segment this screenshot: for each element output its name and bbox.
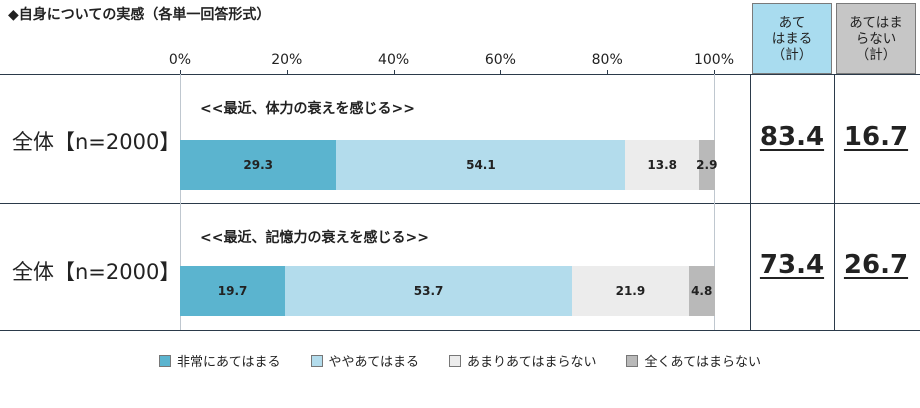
total-not-applies: 16.7	[836, 122, 916, 152]
bar-segment: 19.7	[180, 266, 286, 316]
legend-label: あまりあてはまらない	[467, 355, 597, 370]
bar-segment: 53.7	[285, 266, 572, 316]
table-bottom-rule	[0, 330, 920, 331]
legend-item: ややあてはまる	[310, 351, 419, 370]
x-tick-label: 0%	[168, 52, 192, 68]
bar-segment: 54.1	[336, 140, 626, 190]
bar-segment: 29.3	[180, 140, 337, 190]
column-header-applies-total: あて はまる （計）	[752, 3, 832, 74]
data-label: 21.9	[615, 284, 646, 298]
column-header-line: あてはま	[849, 14, 903, 31]
totals-divider	[750, 74, 751, 330]
x-tick-mark	[607, 70, 609, 74]
legend-label: 非常にあてはまる	[177, 355, 281, 370]
legend-item: 非常にあてはまる	[159, 351, 281, 370]
row-label: 全体【n=2000】	[12, 130, 181, 154]
chart-title: ◆自身についての実感（各単一回答形式）	[8, 7, 271, 23]
data-label: 19.7	[217, 284, 248, 298]
x-tick-label: 20%	[271, 52, 303, 68]
bar-segment: 2.9	[696, 140, 718, 190]
total-applies-value: 73.4	[759, 250, 825, 280]
bar-segment: 21.9	[571, 266, 689, 316]
table-top-rule	[0, 74, 920, 75]
total-applies-value: 83.4	[759, 122, 825, 152]
x-tick-label: 40%	[378, 52, 410, 68]
data-label: 53.7	[413, 284, 444, 298]
data-label: 54.1	[466, 158, 496, 172]
legend-item: 全くあてはまらない	[626, 351, 761, 370]
legend-item: あまりあてはまらない	[449, 351, 596, 370]
gridline	[180, 74, 181, 330]
row-label: 全体【n=2000】	[12, 260, 181, 284]
total-not-applies-value: 26.7	[843, 250, 909, 280]
column-header-line: （計）	[771, 46, 813, 63]
x-tick-mark	[286, 70, 288, 74]
bar-subtitle: <<最近、記憶力の衰えを感じる>>	[200, 230, 429, 246]
total-applies: 73.4	[752, 250, 832, 280]
x-tick-label: 60%	[484, 52, 516, 68]
data-label: 2.9	[696, 158, 718, 172]
data-label: 4.8	[691, 284, 713, 298]
column-header-line: はまる	[771, 30, 813, 47]
x-tick-mark	[714, 70, 715, 74]
legend-swatch	[449, 354, 461, 367]
totals-divider	[834, 74, 835, 330]
data-label: 13.8	[647, 158, 677, 172]
column-header-not-applies-total: あてはま らない （計）	[836, 3, 916, 74]
legend-label: ややあてはまる	[328, 355, 419, 370]
data-label: 29.3	[243, 158, 274, 172]
total-not-applies-value: 16.7	[843, 122, 909, 152]
legend: 非常にあてはまる ややあてはまる あまりあてはまらない 全くあてはまらない	[0, 351, 920, 370]
bar-segment: 4.8	[688, 266, 715, 316]
total-applies: 83.4	[752, 122, 832, 152]
column-header-line: （計）	[855, 46, 897, 63]
bar-segment: 13.8	[625, 140, 700, 190]
gridline	[714, 74, 715, 330]
legend-label: 全くあてはまらない	[644, 355, 761, 370]
legend-swatch	[310, 354, 323, 367]
total-not-applies: 26.7	[836, 250, 916, 280]
legend-swatch	[159, 354, 172, 367]
x-tick-mark	[500, 70, 502, 74]
x-tick-label: 100%	[693, 52, 735, 68]
table-row-divider	[0, 203, 920, 204]
legend-swatch	[626, 354, 639, 367]
column-header-line: らない	[855, 30, 897, 47]
x-tick-mark	[180, 70, 181, 74]
column-header-line: あて	[778, 14, 806, 31]
x-tick-mark	[393, 70, 395, 74]
bar-subtitle: <<最近、体力の衰えを感じる>>	[200, 101, 415, 117]
x-tick-label: 80%	[591, 52, 623, 68]
